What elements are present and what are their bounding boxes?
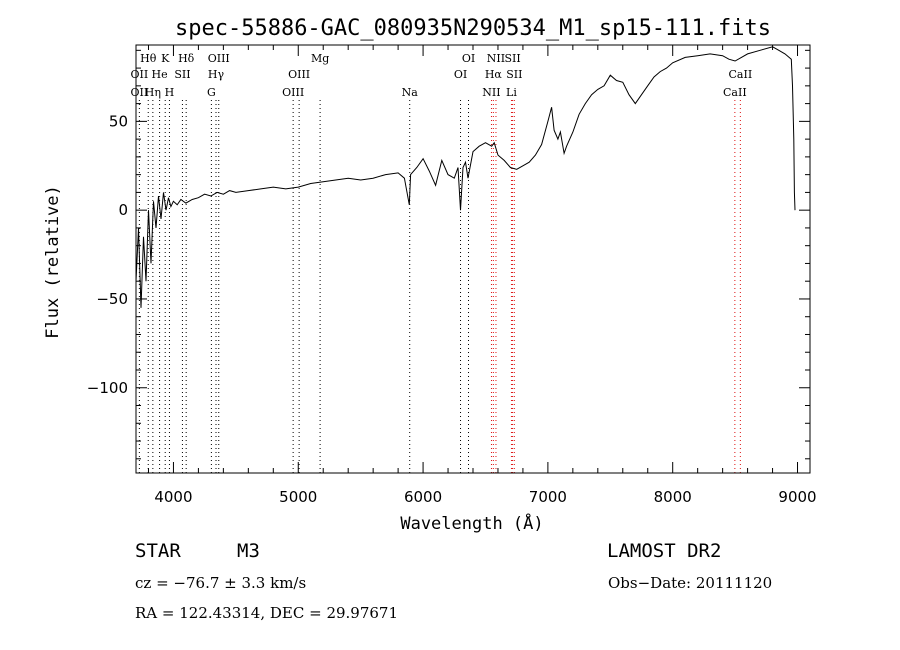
ra-dec-coordinates: RA = 122.43314, DEC = 29.97671 xyxy=(135,604,399,622)
y-tick-label: 50 xyxy=(109,112,128,130)
line-label: Hα xyxy=(485,68,503,81)
line-label: OIII xyxy=(288,68,310,81)
line-label: He xyxy=(152,68,168,81)
line-label: H xyxy=(165,86,175,99)
x-tick-label: 9000 xyxy=(778,488,816,506)
x-tick-label: 4000 xyxy=(154,488,192,506)
y-tick-label: 0 xyxy=(118,201,128,219)
line-label: OIII xyxy=(282,86,304,99)
line-label: Li xyxy=(506,86,517,99)
y-tick-label: −50 xyxy=(96,290,128,308)
x-tick-label: 8000 xyxy=(654,488,692,506)
line-label: OII xyxy=(131,86,149,99)
plot-frame xyxy=(135,44,811,474)
survey-name: LAMOST DR2 xyxy=(607,540,722,562)
line-label: OI xyxy=(462,52,475,65)
y-axis-label: Flux (relative) xyxy=(43,185,63,339)
line-label: OI xyxy=(454,68,467,81)
object-subclass: M3 xyxy=(237,540,260,562)
line-label: OIII xyxy=(208,52,230,65)
line-label: CaII xyxy=(723,86,747,99)
line-label: OII xyxy=(131,68,149,81)
line-label: Hγ xyxy=(208,68,225,81)
line-markers xyxy=(138,100,741,473)
spectrum-series-line xyxy=(135,46,796,308)
x-tick-label: 5000 xyxy=(279,488,317,506)
x-tick-label: 6000 xyxy=(404,488,442,506)
line-label: SII xyxy=(504,52,520,65)
line-label: SII xyxy=(506,68,522,81)
axes: 4000 5000 6000 7000 8000 9000 −100 −50 0 50 xyxy=(87,45,817,506)
line-label: Na xyxy=(402,86,419,99)
object-type: STAR xyxy=(135,540,181,562)
line-label: Hδ xyxy=(178,52,195,65)
x-axis-label: Wavelength (Å) xyxy=(400,512,543,534)
redshift-cz: cz = −76.7 ± 3.3 km/s xyxy=(135,574,307,592)
line-label: Mg xyxy=(311,52,329,65)
observation-date: Obs−Date: 20111120 xyxy=(608,574,773,592)
y-tick-label: −100 xyxy=(87,379,128,397)
line-label: Hη xyxy=(145,86,161,99)
line-label: CaII xyxy=(729,68,753,81)
line-label: G xyxy=(207,86,216,99)
line-label: SII xyxy=(174,68,190,81)
line-label: K xyxy=(161,52,170,65)
chart-title: spec-55886-GAC_080935N290534_M1_sp15-111… xyxy=(175,16,771,41)
line-label: Hθ xyxy=(140,52,157,65)
line-label: NII xyxy=(482,86,500,99)
x-tick-label: 7000 xyxy=(529,488,567,506)
line-label: NII xyxy=(487,52,505,65)
